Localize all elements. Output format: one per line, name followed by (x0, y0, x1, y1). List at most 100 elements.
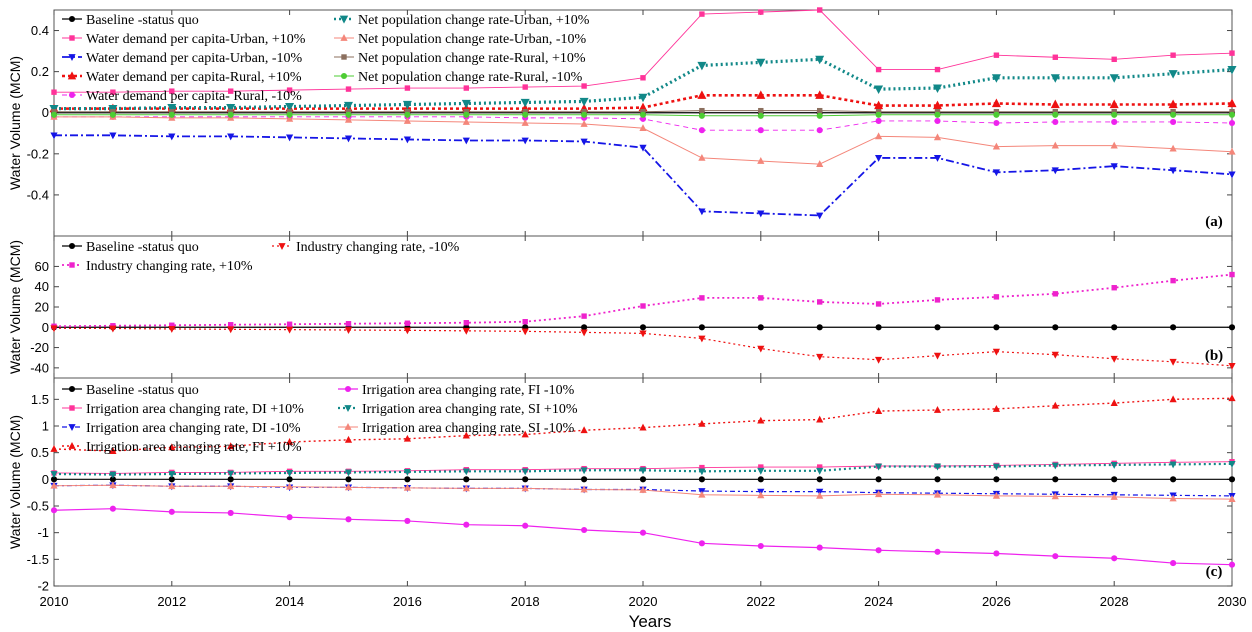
legend-item-si_p: Irrigation area changing rate, SI +10% (338, 402, 578, 417)
series-wdu_m-point (344, 135, 353, 143)
series-ind_m-point (227, 326, 235, 334)
series-ind_m-point (521, 328, 529, 336)
x-tick-label: 2014 (275, 594, 304, 609)
series-npr_p-point (1170, 109, 1176, 115)
series-baseline (50, 476, 1236, 483)
series-wdu_m-point (403, 136, 411, 144)
series-fi_p-point (933, 406, 942, 413)
legend-swatch-marker (339, 15, 349, 24)
series-npr_m-point (816, 112, 823, 119)
series-npu_m-point (286, 114, 294, 122)
series-fi_m-point (1228, 561, 1236, 568)
series-si_m-point (639, 486, 647, 493)
panel-c-y-axis-label: Water Volume (MCM) (7, 415, 23, 549)
series-baseline-point (286, 476, 293, 483)
panel-c-y-tick-label: -1.5 (27, 552, 49, 567)
series-npr_p-point (934, 109, 941, 115)
legend-item-fi_p: Irrigation area changing rate, FI +10% (62, 440, 302, 455)
series-npr_p-point (345, 109, 352, 115)
series-si_m-point (757, 491, 765, 499)
series-baseline-point (1111, 324, 1118, 331)
series-wdu_m-point (698, 208, 706, 216)
series-ind_m-point (816, 353, 824, 361)
series-ind_p-point (817, 299, 823, 305)
series-npr_m-point (1052, 111, 1059, 118)
legend-swatch-marker (69, 35, 75, 41)
series-wdu_m-point (639, 144, 647, 152)
series-npr_p-point (875, 109, 882, 115)
series-npu_p-point (579, 97, 589, 107)
series-npr_p-point (1111, 109, 1117, 115)
series-npu_p-point (344, 101, 353, 111)
panel-a-y-tick-label: -0.2 (27, 146, 49, 161)
legend-swatch-marker (340, 72, 348, 80)
series-npu_m-point (1228, 147, 1236, 155)
series-fi_m-point (757, 542, 764, 550)
legend-swatch-marker (68, 442, 76, 449)
series-npu_p-point (1168, 70, 1178, 79)
series-ind_p-point (1052, 291, 1058, 297)
series-wdu_p-point (404, 85, 411, 91)
legend-label: Net population change rate-Urban, +10% (358, 13, 590, 28)
series-si_m-point (1051, 492, 1059, 500)
series-npr_m (50, 111, 1236, 119)
series-wdu_m-point (462, 137, 470, 145)
series-wdu_p-point (699, 11, 705, 17)
series-baseline-point (1170, 324, 1177, 331)
panel-a-y-axis-label: Water Volume (MCM) (7, 56, 23, 190)
series-npr_p-point (286, 109, 293, 115)
legend-swatch-marker (344, 405, 352, 412)
legend-swatch-marker (68, 54, 76, 61)
series-ind_m-point (286, 326, 294, 334)
legend-label: Water demand per capita- Rural, -10% (86, 89, 302, 104)
x-axis-label: Years (629, 612, 672, 631)
series-wdu_m-point (992, 169, 1000, 177)
series-npu_m-point (521, 119, 529, 126)
x-tick-label: 2022 (746, 594, 775, 609)
legend-item-wdr_m: Water demand per capita- Rural, -10% (62, 89, 302, 104)
series-fi_m-point (639, 529, 647, 536)
series-npr_p-point (699, 107, 705, 114)
series-si_m-point (403, 483, 411, 491)
series-fi_p-point (1228, 394, 1236, 402)
series-ind_m-point (462, 327, 470, 335)
series-wdr_p-point (756, 90, 766, 99)
series-ind_p-point (1229, 271, 1235, 278)
series-si_m-point (168, 482, 176, 490)
series-fi_p-point (50, 444, 58, 452)
series-wdr_m-point (875, 117, 882, 125)
x-tick-label: 2012 (157, 594, 186, 609)
legend-label: Irrigation area changing rate, SI -10% (362, 421, 575, 436)
series-si_p-point (227, 470, 235, 478)
series-ind_p-point (1111, 285, 1117, 291)
series-fi_p-point (344, 435, 353, 443)
series-baseline-point (757, 324, 764, 331)
series-npu_m-point (344, 115, 353, 123)
series-npr_p-point (522, 109, 528, 115)
panel-c-y-tick-label: -0.5 (27, 499, 49, 514)
series-ind_p-point (934, 297, 941, 303)
series-fi_m-point (463, 521, 470, 528)
x-tick-label: 2020 (629, 594, 658, 609)
series-si_p-point (639, 467, 647, 475)
legend-label: Water demand per capita-Urban, +10% (86, 32, 306, 47)
series-wdu_m-point (1169, 167, 1177, 175)
series-wdu_m-point (1051, 167, 1059, 175)
legend-swatch-marker (69, 262, 75, 268)
panel-b-y-tick-label: 0 (42, 320, 49, 335)
series-npu_p-point (226, 103, 236, 113)
series-baseline-point (698, 324, 705, 331)
series-wdr_m-point (698, 127, 705, 134)
series-fi_p-point (875, 407, 883, 414)
series-si_m-point (344, 483, 353, 491)
series-wdr_p-point (991, 98, 1001, 108)
panel-a-y-tick-label: 0 (42, 105, 49, 120)
series-si_p-line (53, 462, 1233, 476)
series-npr_p-point (169, 109, 175, 115)
series-wdu_m-point (875, 155, 883, 162)
series-ind_p-point (286, 321, 293, 327)
series-baseline-point (639, 476, 647, 483)
series-npr_m-point (1170, 111, 1177, 118)
series-baseline-point (757, 476, 764, 483)
